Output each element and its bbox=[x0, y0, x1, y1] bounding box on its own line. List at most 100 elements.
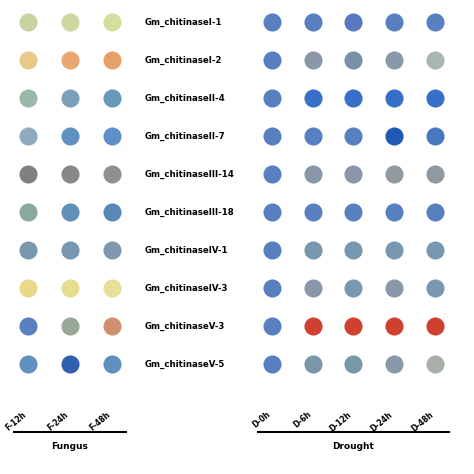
Point bbox=[66, 132, 74, 140]
Point bbox=[108, 284, 116, 292]
Point bbox=[66, 94, 74, 102]
Point bbox=[108, 18, 116, 26]
Point bbox=[309, 18, 317, 26]
Point bbox=[66, 56, 74, 64]
Point bbox=[268, 170, 276, 178]
Point bbox=[390, 56, 398, 64]
Point bbox=[268, 56, 276, 64]
Text: F-24h: F-24h bbox=[46, 410, 70, 432]
Text: Gm_chitinaseIV-3: Gm_chitinaseIV-3 bbox=[145, 283, 228, 292]
Point bbox=[309, 170, 317, 178]
Point bbox=[268, 208, 276, 216]
Point bbox=[268, 246, 276, 254]
Point bbox=[349, 246, 357, 254]
Text: Gm_chitinaseV-5: Gm_chitinaseV-5 bbox=[145, 359, 225, 369]
Text: Gm_chitinaseI-2: Gm_chitinaseI-2 bbox=[145, 55, 222, 64]
Text: Gm_chitinaseIII-18: Gm_chitinaseIII-18 bbox=[145, 208, 235, 217]
Point bbox=[66, 360, 74, 368]
Point bbox=[66, 170, 74, 178]
Point bbox=[108, 94, 116, 102]
Point bbox=[24, 322, 32, 330]
Point bbox=[309, 56, 317, 64]
Point bbox=[431, 170, 439, 178]
Point bbox=[390, 246, 398, 254]
Point bbox=[24, 360, 32, 368]
Point bbox=[66, 322, 74, 330]
Text: D-0h: D-0h bbox=[251, 410, 272, 430]
Point bbox=[108, 360, 116, 368]
Point bbox=[390, 360, 398, 368]
Point bbox=[349, 94, 357, 102]
Text: D-24h: D-24h bbox=[369, 410, 394, 433]
Point bbox=[431, 94, 439, 102]
Point bbox=[66, 246, 74, 254]
Point bbox=[309, 246, 317, 254]
Point bbox=[309, 132, 317, 140]
Text: Gm_chitinaseII-4: Gm_chitinaseII-4 bbox=[145, 93, 226, 102]
Point bbox=[309, 284, 317, 292]
Point bbox=[431, 208, 439, 216]
Text: Drought: Drought bbox=[333, 442, 374, 451]
Point bbox=[108, 246, 116, 254]
Point bbox=[431, 56, 439, 64]
Text: Gm_chitinaseV-3: Gm_chitinaseV-3 bbox=[145, 321, 225, 330]
Point bbox=[108, 132, 116, 140]
Point bbox=[349, 56, 357, 64]
Point bbox=[268, 94, 276, 102]
Point bbox=[431, 18, 439, 26]
Text: Gm_chitinaseIII-14: Gm_chitinaseIII-14 bbox=[145, 169, 235, 179]
Point bbox=[349, 170, 357, 178]
Point bbox=[66, 18, 74, 26]
Point bbox=[309, 360, 317, 368]
Point bbox=[24, 18, 32, 26]
Point bbox=[390, 208, 398, 216]
Point bbox=[390, 170, 398, 178]
Point bbox=[309, 94, 317, 102]
Point bbox=[24, 246, 32, 254]
Point bbox=[108, 170, 116, 178]
Text: Gm_chitinaseII-7: Gm_chitinaseII-7 bbox=[145, 131, 226, 141]
Point bbox=[24, 208, 32, 216]
Text: Gm_chitinaseIV-1: Gm_chitinaseIV-1 bbox=[145, 246, 228, 255]
Point bbox=[24, 56, 32, 64]
Text: F-12h: F-12h bbox=[4, 410, 28, 432]
Point bbox=[349, 208, 357, 216]
Point bbox=[349, 18, 357, 26]
Point bbox=[268, 284, 276, 292]
Point bbox=[431, 132, 439, 140]
Point bbox=[431, 360, 439, 368]
Point bbox=[390, 94, 398, 102]
Point bbox=[66, 208, 74, 216]
Text: Fungus: Fungus bbox=[52, 442, 89, 451]
Point bbox=[431, 284, 439, 292]
Text: F-48h: F-48h bbox=[88, 410, 112, 432]
Point bbox=[108, 322, 116, 330]
Text: D-6h: D-6h bbox=[292, 410, 313, 430]
Point bbox=[431, 322, 439, 330]
Point bbox=[24, 284, 32, 292]
Text: Gm_chitinaseI-1: Gm_chitinaseI-1 bbox=[145, 18, 222, 27]
Point bbox=[24, 132, 32, 140]
Point bbox=[24, 94, 32, 102]
Point bbox=[431, 246, 439, 254]
Text: D-12h: D-12h bbox=[328, 410, 353, 433]
Text: D-48h: D-48h bbox=[410, 410, 435, 433]
Point bbox=[390, 284, 398, 292]
Point bbox=[349, 360, 357, 368]
Point bbox=[349, 322, 357, 330]
Point bbox=[390, 132, 398, 140]
Point bbox=[268, 360, 276, 368]
Point bbox=[108, 208, 116, 216]
Point bbox=[309, 208, 317, 216]
Point bbox=[390, 322, 398, 330]
Point bbox=[309, 322, 317, 330]
Point bbox=[66, 284, 74, 292]
Point bbox=[268, 322, 276, 330]
Point bbox=[108, 56, 116, 64]
Point bbox=[390, 18, 398, 26]
Point bbox=[349, 132, 357, 140]
Point bbox=[24, 170, 32, 178]
Point bbox=[268, 18, 276, 26]
Point bbox=[349, 284, 357, 292]
Point bbox=[268, 132, 276, 140]
